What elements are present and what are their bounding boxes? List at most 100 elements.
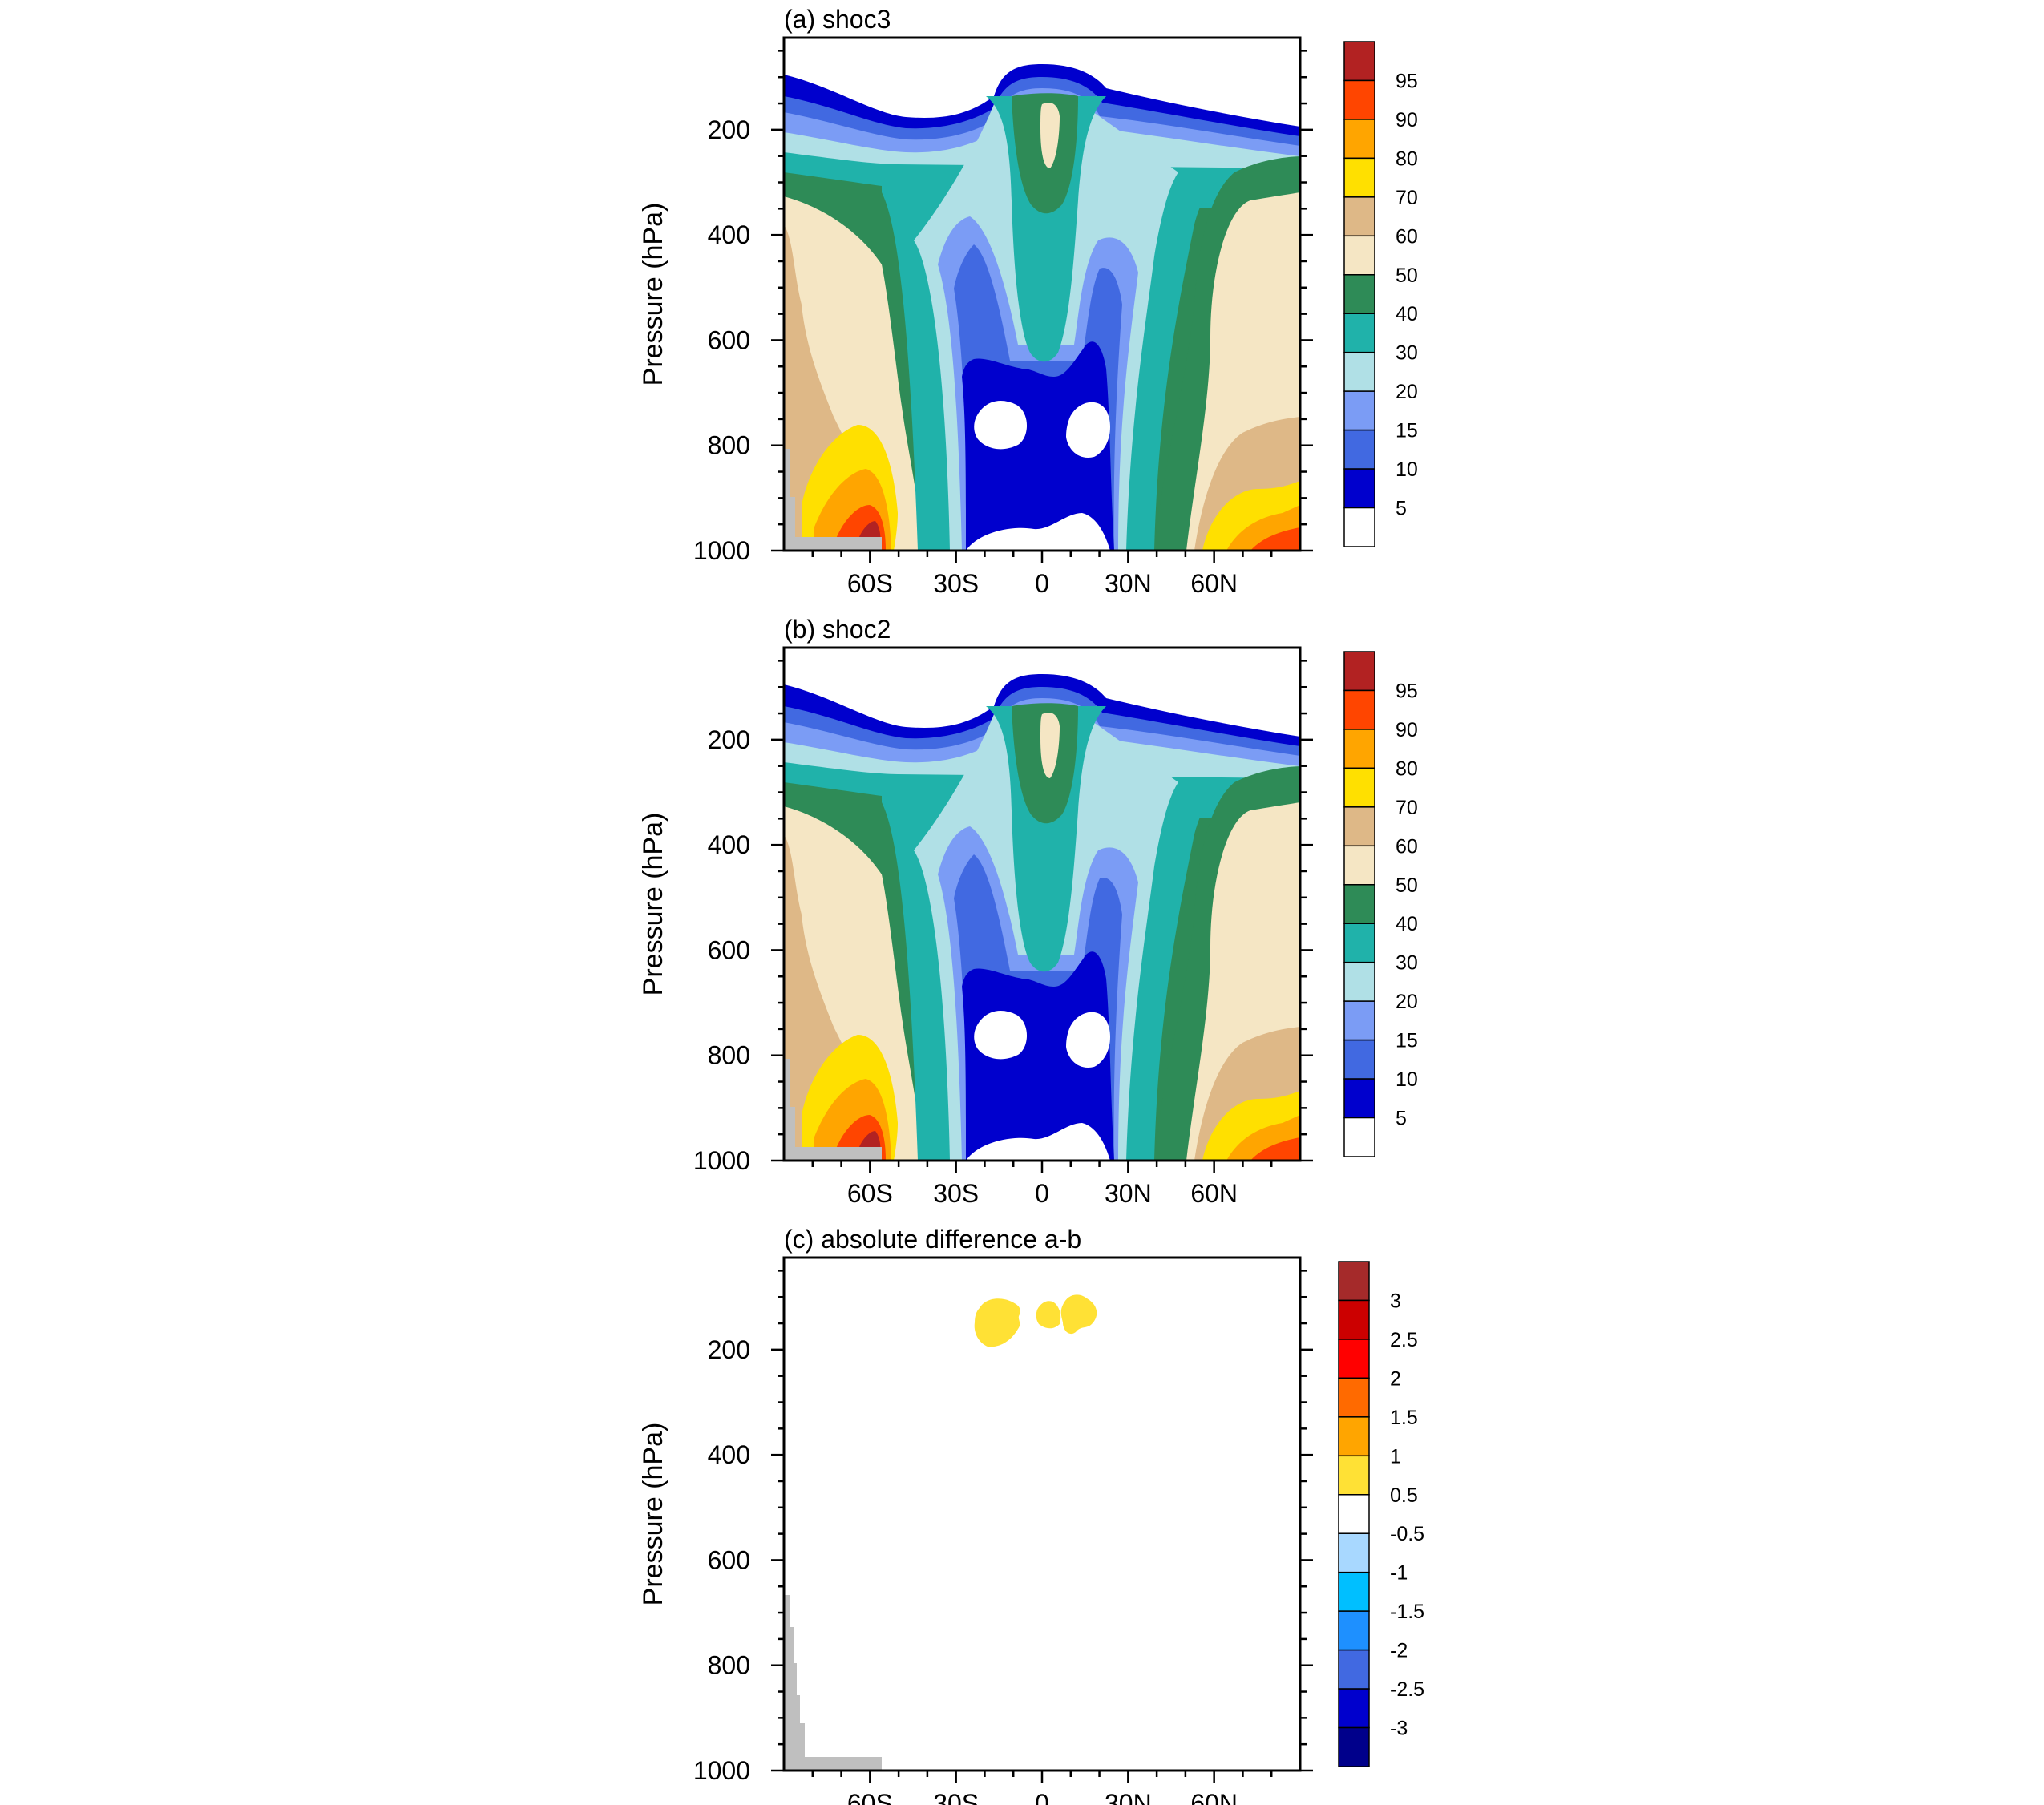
colorbar-swatch bbox=[1343, 806, 1375, 847]
colorbar-label: 60 bbox=[1396, 835, 1418, 858]
colorbar-swatch bbox=[1338, 1377, 1370, 1418]
colorbar-label: 15 bbox=[1396, 1030, 1418, 1052]
colorbar-swatch bbox=[1343, 1078, 1375, 1119]
colorbar-label: 10 bbox=[1396, 1068, 1418, 1091]
colorbar-swatch bbox=[1343, 157, 1375, 198]
colorbar-label: 3 bbox=[1390, 1290, 1401, 1312]
colorbar-swatch bbox=[1343, 313, 1375, 353]
band-60 bbox=[784, 224, 890, 551]
colorbar-swatch bbox=[1338, 1416, 1370, 1457]
y-tick-label: 400 bbox=[708, 1440, 750, 1469]
band-5-core bbox=[962, 951, 1114, 1161]
panel-c-colorbar: -3 -2.5 -2 -1.5 -1 -0.5 0.5 1 1.5 2 2.5 3 bbox=[1338, 1261, 1424, 1767]
y-tick-label: 200 bbox=[708, 725, 750, 754]
colorbar-swatch bbox=[1343, 845, 1375, 886]
x-tick-label: 0 bbox=[1035, 1789, 1049, 1805]
panel-a: (a) shoc3 Pressure (hPa) bbox=[638, 5, 1418, 598]
diff-blob-right bbox=[1036, 1294, 1097, 1335]
panel-c-ticks bbox=[771, 1270, 1313, 1783]
band-90-right bbox=[1250, 527, 1300, 551]
colorbar-swatch bbox=[1338, 1339, 1370, 1379]
colorbar-label: 40 bbox=[1396, 303, 1418, 325]
colorbar-label: 0.5 bbox=[1390, 1484, 1418, 1507]
y-tick-label: 800 bbox=[708, 1041, 750, 1070]
x-tick-label: 30S bbox=[933, 1789, 979, 1805]
panel-c-y-tick-labels: 200 400 600 800 1000 bbox=[693, 1335, 750, 1785]
colorbar-label: 70 bbox=[1396, 797, 1418, 819]
hole-right bbox=[1066, 1012, 1110, 1068]
colorbar-label: 5 bbox=[1396, 1108, 1407, 1130]
colorbar-swatch bbox=[1343, 689, 1375, 730]
colorbar-label: 90 bbox=[1396, 719, 1418, 741]
colorbar-swatch bbox=[1343, 1000, 1375, 1041]
colorbar-swatch bbox=[1343, 961, 1375, 1002]
colorbar-label: 5 bbox=[1396, 498, 1407, 520]
colorbar-label: -1 bbox=[1390, 1562, 1408, 1585]
colorbar-swatch bbox=[1343, 274, 1375, 314]
colorbar-label: -0.5 bbox=[1390, 1523, 1424, 1545]
colorbar-label: 80 bbox=[1396, 147, 1418, 170]
x-tick-label: 0 bbox=[1035, 1179, 1049, 1208]
colorbar-swatch bbox=[1338, 1261, 1370, 1302]
colorbar-swatch bbox=[1343, 923, 1375, 963]
hole-left bbox=[974, 1011, 1028, 1060]
panel-a-y-tick-labels: 200 400 600 800 1000 bbox=[693, 115, 750, 565]
hole-right bbox=[1066, 402, 1110, 458]
colorbar-swatch bbox=[1343, 196, 1375, 237]
colorbar-swatch bbox=[1343, 767, 1375, 808]
y-tick-label: 400 bbox=[708, 830, 750, 859]
band-30-stem bbox=[986, 96, 1106, 362]
colorbar-label: 1.5 bbox=[1390, 1407, 1418, 1429]
colorbar-label: 10 bbox=[1396, 458, 1418, 481]
colorbar-swatch bbox=[1343, 884, 1375, 924]
colorbar-label: 70 bbox=[1396, 187, 1418, 209]
y-tick-label: 1000 bbox=[693, 1756, 750, 1785]
colorbar-swatch bbox=[1343, 651, 1375, 692]
panel-c: (c) absolute difference a-b Pressure (hP… bbox=[638, 1225, 1424, 1805]
diff-blob-left bbox=[974, 1298, 1020, 1347]
colorbar-label: 2 bbox=[1390, 1367, 1401, 1390]
x-tick-label: 30N bbox=[1105, 569, 1152, 598]
hole-bottom bbox=[966, 513, 1110, 551]
panel-a-contour-fill bbox=[784, 38, 1300, 551]
colorbar-label: 60 bbox=[1396, 225, 1418, 248]
y-tick-label: 600 bbox=[708, 325, 750, 354]
colorbar-swatch bbox=[1338, 1455, 1370, 1496]
panel-a-y-axis-title: Pressure (hPa) bbox=[638, 203, 669, 386]
band-60 bbox=[784, 834, 890, 1161]
y-tick-label: 200 bbox=[708, 115, 750, 144]
colorbar-label: 90 bbox=[1396, 109, 1418, 131]
colorbar-label: 95 bbox=[1396, 70, 1418, 92]
colorbar-swatch bbox=[1343, 119, 1375, 160]
colorbar-label: -1.5 bbox=[1390, 1601, 1424, 1623]
y-tick-label: 800 bbox=[708, 431, 750, 460]
panel-a-x-tick-labels: 60S 30S 0 30N 60N bbox=[847, 569, 1238, 598]
y-tick-label: 1000 bbox=[693, 536, 750, 565]
colorbar-swatch bbox=[1338, 1571, 1370, 1612]
panel-c-x-tick-labels: 60S 30S 0 30N 60N bbox=[847, 1789, 1238, 1805]
colorbar-label: 20 bbox=[1396, 381, 1418, 403]
panel-a-ticks bbox=[771, 50, 1313, 563]
x-tick-label: 60N bbox=[1190, 569, 1238, 598]
colorbar-swatch bbox=[1338, 1649, 1370, 1690]
colorbar-swatch bbox=[1338, 1532, 1370, 1573]
band-50-stem bbox=[1040, 713, 1060, 778]
colorbar-label: 95 bbox=[1396, 680, 1418, 702]
panel-b-y-axis-title: Pressure (hPa) bbox=[638, 813, 669, 996]
colorbar-swatch bbox=[1338, 1688, 1370, 1729]
panel-a-plot-area bbox=[784, 38, 1300, 551]
colorbar-swatch bbox=[1343, 351, 1375, 392]
colorbar-label: 30 bbox=[1396, 952, 1418, 975]
land-mask bbox=[784, 449, 882, 551]
land-mask bbox=[784, 1595, 882, 1771]
colorbar-swatch bbox=[1338, 1299, 1370, 1340]
panel-a-colorbar: 5 10 15 20 30 40 50 60 70 80 90 95 bbox=[1343, 41, 1418, 547]
band-30-stem bbox=[986, 706, 1106, 972]
colorbar-label: 80 bbox=[1396, 757, 1418, 780]
y-tick-label: 1000 bbox=[693, 1146, 750, 1175]
panel-b-colorbar: 5 10 15 20 30 40 50 60 70 80 90 95 bbox=[1343, 651, 1418, 1157]
y-tick-label: 800 bbox=[708, 1651, 750, 1680]
x-tick-label: 30S bbox=[933, 569, 979, 598]
land-mask bbox=[784, 1059, 882, 1161]
